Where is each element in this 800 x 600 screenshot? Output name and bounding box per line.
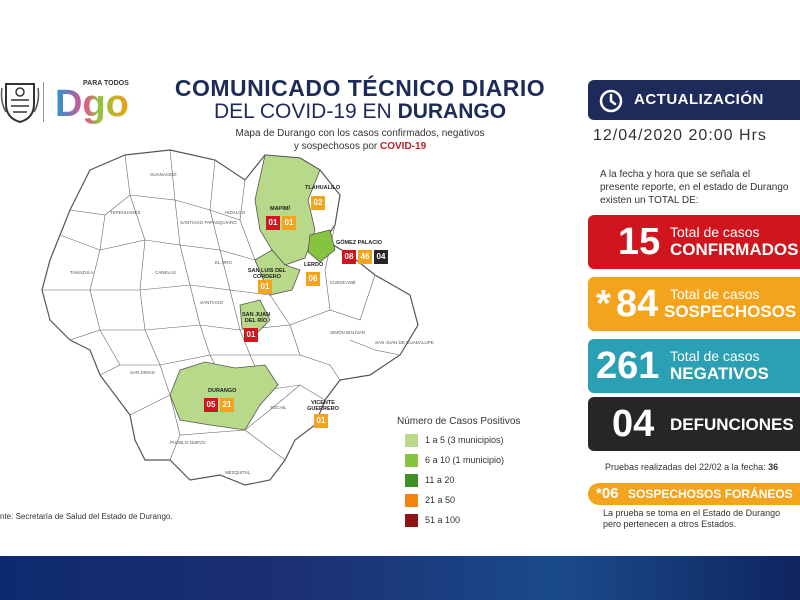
mapimi-badge-suspected: 01 [282,216,296,230]
confirmed-value: 15 [618,221,661,263]
legend-label: 51 a 100 [425,515,461,525]
dgo-tagline: PARA TODOS [83,80,129,87]
subtitle-line1: Mapa de Durango con los casos confirmado… [235,128,485,139]
legend-swatch [405,474,418,487]
deaths-card: 04 DEFUNCIONES [588,397,800,451]
legend-label: 6 a 10 (1 municipio) [425,455,505,465]
legend-title: Número de Casos Positivos [397,416,521,427]
negative-label-1: Total de casos [670,348,760,364]
label-lerdo: LERDO [304,262,324,268]
foraneos-label: SOSPECHOSOS FORÁNEOS [628,487,793,501]
legend-swatch [405,454,418,467]
gomez-badge-deaths: 04 [374,250,388,264]
vicente-badge-suspected: 01 [314,414,328,428]
label-san-juan: SAN JUAN DEL RÍO [241,312,271,324]
confirmed-card: 15 Total de casos CONFIRMADOS [588,215,800,269]
page-title-line2: DEL COVID-19 EN DURANGO [150,100,570,124]
durango-badge-confirmed: 05 [204,398,218,412]
label-durango: DURANGO [208,388,237,394]
logo-divider [43,82,44,122]
foraneos-banner: *06 SOSPECHOSOS FORÁNEOS [588,483,800,505]
label-tlahualilo: TLAHUALILO [305,185,341,191]
update-label: ACTUALIZACIÓN [634,91,764,108]
label-gomez-palacio: GÓMEZ PALACIO [336,240,383,246]
update-banner: ACTUALIZACIÓN [588,80,800,120]
dgo-wordmark: Dgo [55,83,129,125]
mapimi-badge-confirmed: 01 [266,216,280,230]
label-vicente-guerrero: VICENTE GUERRERO [307,400,339,412]
intro-text: A la fecha y hora que se señala el prese… [600,169,789,206]
durango-badge-suspected: 21 [220,398,234,412]
title-block: COMUNICADO TÉCNICO DIARIO DEL COVID-19 E… [150,76,570,153]
suspected-value: 84 [616,283,659,325]
label-san-luis: SAN LUIS DEL CORDERO [247,268,287,280]
suspected-prefix: * [596,283,611,325]
title-line2-bold: DURANGO [397,100,507,123]
san-juan-region [239,299,271,336]
tlahualilo-badge-suspected: 02 [311,196,325,210]
legend-swatch [405,514,418,527]
suspected-label-1: Total de casos [670,286,760,302]
san-luis-badge-suspected: 01 [258,280,272,294]
state-seal-logo [0,83,40,124]
legend-label: 21 a 50 [425,495,456,505]
durango-region [169,361,279,431]
negative-value: 261 [596,345,660,387]
confirmed-label-1: Total de casos [670,224,760,240]
confirmed-label-2: CONFIRMADOS [670,240,799,259]
dgo-logo: PARA TODOS Dgo [55,80,140,125]
pruebas-value: 36 [768,462,779,472]
suspected-card: * 84 Total de casos SOSPECHOSOS [588,277,800,331]
negative-card: 261 Total de casos NEGATIVOS [588,339,800,393]
foraneos-value: *06 [596,485,619,502]
page-title: COMUNICADO TÉCNICO DIARIO [174,75,546,101]
legend-swatch [405,434,418,447]
lerdo-badge-suspected: 06 [306,272,320,286]
gomez-palacio-region [307,229,336,263]
title-line2-prefix: DEL COVID-19 EN [213,100,392,123]
source-note: nte: Secretaría de Salud del Estado de D… [0,512,173,521]
footer-band [0,556,800,600]
legend-label: 1 a 5 (3 municipios) [425,435,504,445]
mapimi-region [254,154,321,266]
pruebas-text: Pruebas realizadas del 22/02 a la fecha:… [605,462,778,472]
legend-label: 11 a 20 [425,475,455,485]
pruebas-label: Pruebas realizadas del 22/02 a la fecha: [605,462,766,472]
legend-swatch [405,494,418,507]
state-outline [41,149,419,486]
subtitle: Mapa de Durango con los casos confirmado… [150,127,570,153]
gomez-badge-confirmed: 08 [342,250,356,264]
clock-icon [599,89,623,113]
deaths-label: DEFUNCIONES [670,415,794,434]
gomez-badge-suspected: 46 [358,250,372,264]
negative-label-2: NEGATIVOS [670,364,769,383]
label-mapimi: MAPIMÍ [270,206,290,212]
san-juan-badge-confirmed: 01 [244,328,258,342]
subtitle-line2-bold: COVID-19 [380,141,427,152]
suspected-label-2: SOSPECHOSOS [664,302,797,321]
foraneos-note: La prueba se toma en el Estado de Durang… [603,508,781,529]
map-svg [41,149,419,486]
durango-map: Guanaceví Tepehuanes Santiago Papasquiar… [30,140,434,520]
update-date: 12/04/2020 20:00 Hrs [593,127,767,144]
deaths-value: 04 [612,403,655,445]
subtitle-line2-prefix: y sospechosos por [293,141,378,152]
